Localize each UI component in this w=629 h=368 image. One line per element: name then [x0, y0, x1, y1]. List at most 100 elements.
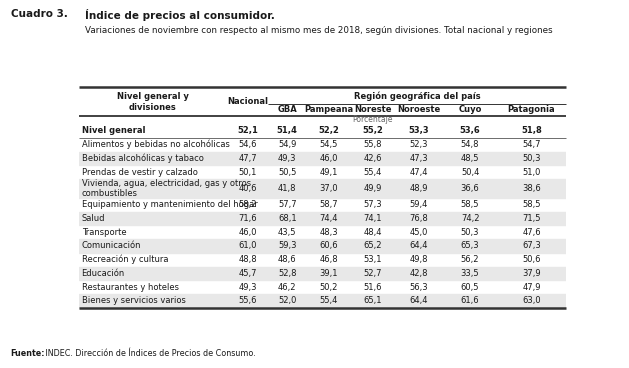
Text: 61,6: 61,6 [461, 296, 479, 305]
Text: 38,6: 38,6 [522, 184, 541, 193]
Text: 52,8: 52,8 [278, 269, 296, 278]
Text: 59,4: 59,4 [409, 200, 428, 209]
Text: 74,4: 74,4 [320, 214, 338, 223]
Text: 60,6: 60,6 [320, 241, 338, 251]
Text: 46,8: 46,8 [320, 255, 338, 264]
Text: 60,5: 60,5 [461, 283, 479, 291]
Text: Cuyo: Cuyo [459, 105, 482, 114]
Text: Prendas de vestir y calzado: Prendas de vestir y calzado [82, 167, 198, 177]
Text: 41,8: 41,8 [278, 184, 296, 193]
Text: 52,0: 52,0 [278, 296, 296, 305]
Text: 51,4: 51,4 [277, 127, 298, 135]
Text: 45,7: 45,7 [238, 269, 257, 278]
Text: Nivel general y
divisiones: Nivel general y divisiones [117, 92, 189, 112]
Text: 51,8: 51,8 [521, 127, 542, 135]
Text: 68,1: 68,1 [278, 214, 297, 223]
Text: 58,5: 58,5 [522, 200, 541, 209]
Text: Comunicación: Comunicación [82, 241, 141, 251]
Text: 46,2: 46,2 [278, 283, 296, 291]
Text: 54,6: 54,6 [238, 140, 257, 149]
Text: 50,1: 50,1 [238, 167, 257, 177]
Text: 49,3: 49,3 [278, 154, 296, 163]
Text: 56,2: 56,2 [461, 255, 479, 264]
Text: 49,3: 49,3 [238, 283, 257, 291]
Text: 47,7: 47,7 [238, 154, 257, 163]
Text: Bienes y servicios varios: Bienes y servicios varios [82, 296, 186, 305]
Text: 50,3: 50,3 [522, 154, 541, 163]
Text: 50,2: 50,2 [320, 283, 338, 291]
Text: 55,4: 55,4 [320, 296, 338, 305]
Text: Recreación y cultura: Recreación y cultura [82, 255, 168, 265]
Text: 51,0: 51,0 [522, 167, 541, 177]
Text: 51,6: 51,6 [364, 283, 382, 291]
Text: 57,7: 57,7 [278, 200, 297, 209]
Text: 45,0: 45,0 [409, 228, 428, 237]
Text: 52,1: 52,1 [237, 127, 258, 135]
Text: Noroeste: Noroeste [398, 105, 440, 114]
Text: 42,6: 42,6 [364, 154, 382, 163]
Text: 52,3: 52,3 [409, 140, 428, 149]
Text: Fuente:: Fuente: [11, 349, 45, 358]
Text: 53,6: 53,6 [460, 127, 481, 135]
Text: Pampeana: Pampeana [304, 105, 353, 114]
Text: 48,9: 48,9 [409, 184, 428, 193]
Text: 58,2: 58,2 [238, 200, 257, 209]
Text: 48,6: 48,6 [278, 255, 297, 264]
Text: 54,9: 54,9 [278, 140, 296, 149]
Text: 63,0: 63,0 [522, 296, 541, 305]
Text: Nivel general: Nivel general [82, 127, 145, 135]
Text: 54,8: 54,8 [461, 140, 479, 149]
Text: 49,9: 49,9 [364, 184, 382, 193]
Text: 47,4: 47,4 [409, 167, 428, 177]
Text: Patagonia: Patagonia [508, 105, 555, 114]
Text: 49,8: 49,8 [409, 255, 428, 264]
Text: 55,6: 55,6 [238, 296, 257, 305]
Text: 61,0: 61,0 [238, 241, 257, 251]
Text: Bebidas alcohólicas y tabaco: Bebidas alcohólicas y tabaco [82, 153, 203, 163]
Text: 71,6: 71,6 [238, 214, 257, 223]
Text: 54,7: 54,7 [522, 140, 541, 149]
Text: 50,6: 50,6 [522, 255, 541, 264]
Text: 46,0: 46,0 [320, 154, 338, 163]
Text: 65,3: 65,3 [461, 241, 479, 251]
Text: 54,5: 54,5 [320, 140, 338, 149]
Text: Nacional: Nacional [227, 97, 268, 106]
Text: 64,4: 64,4 [409, 296, 428, 305]
Text: 56,3: 56,3 [409, 283, 428, 291]
Bar [79, 152, 566, 165]
Text: Transporte: Transporte [82, 228, 126, 237]
Text: Índice de precios al consumidor.: Índice de precios al consumidor. [85, 9, 275, 21]
Text: Cuadro 3.: Cuadro 3. [11, 9, 67, 19]
Text: 52,2: 52,2 [318, 127, 339, 135]
Text: 55,2: 55,2 [362, 127, 383, 135]
Text: 67,3: 67,3 [522, 241, 541, 251]
Text: 71,5: 71,5 [522, 214, 541, 223]
Text: 53,1: 53,1 [364, 255, 382, 264]
Text: 65,1: 65,1 [364, 296, 382, 305]
Bar [79, 266, 566, 280]
Text: 48,5: 48,5 [461, 154, 479, 163]
Bar [79, 239, 566, 253]
Text: 55,4: 55,4 [364, 167, 382, 177]
Bar [79, 212, 566, 225]
Bar [79, 294, 566, 308]
Text: 37,0: 37,0 [320, 184, 338, 193]
Text: 46,0: 46,0 [238, 228, 257, 237]
Text: 74,2: 74,2 [461, 214, 479, 223]
Text: 49,1: 49,1 [320, 167, 338, 177]
Text: Educación: Educación [82, 269, 125, 278]
Text: 64,4: 64,4 [409, 241, 428, 251]
Text: 74,1: 74,1 [364, 214, 382, 223]
Bar [79, 179, 566, 198]
Text: 55,8: 55,8 [364, 140, 382, 149]
Text: 50,4: 50,4 [461, 167, 479, 177]
Text: 65,2: 65,2 [364, 241, 382, 251]
Text: Salud: Salud [82, 214, 105, 223]
Text: Región geográfica del país: Región geográfica del país [353, 91, 481, 100]
Text: Porcentaje: Porcentaje [352, 115, 393, 124]
Text: Vivienda, agua, electricidad, gas y otros
combustibles: Vivienda, agua, electricidad, gas y otro… [82, 179, 251, 198]
Text: 48,8: 48,8 [238, 255, 257, 264]
Text: 53,3: 53,3 [409, 127, 429, 135]
Text: 37,9: 37,9 [522, 269, 541, 278]
Text: Noreste: Noreste [354, 105, 391, 114]
